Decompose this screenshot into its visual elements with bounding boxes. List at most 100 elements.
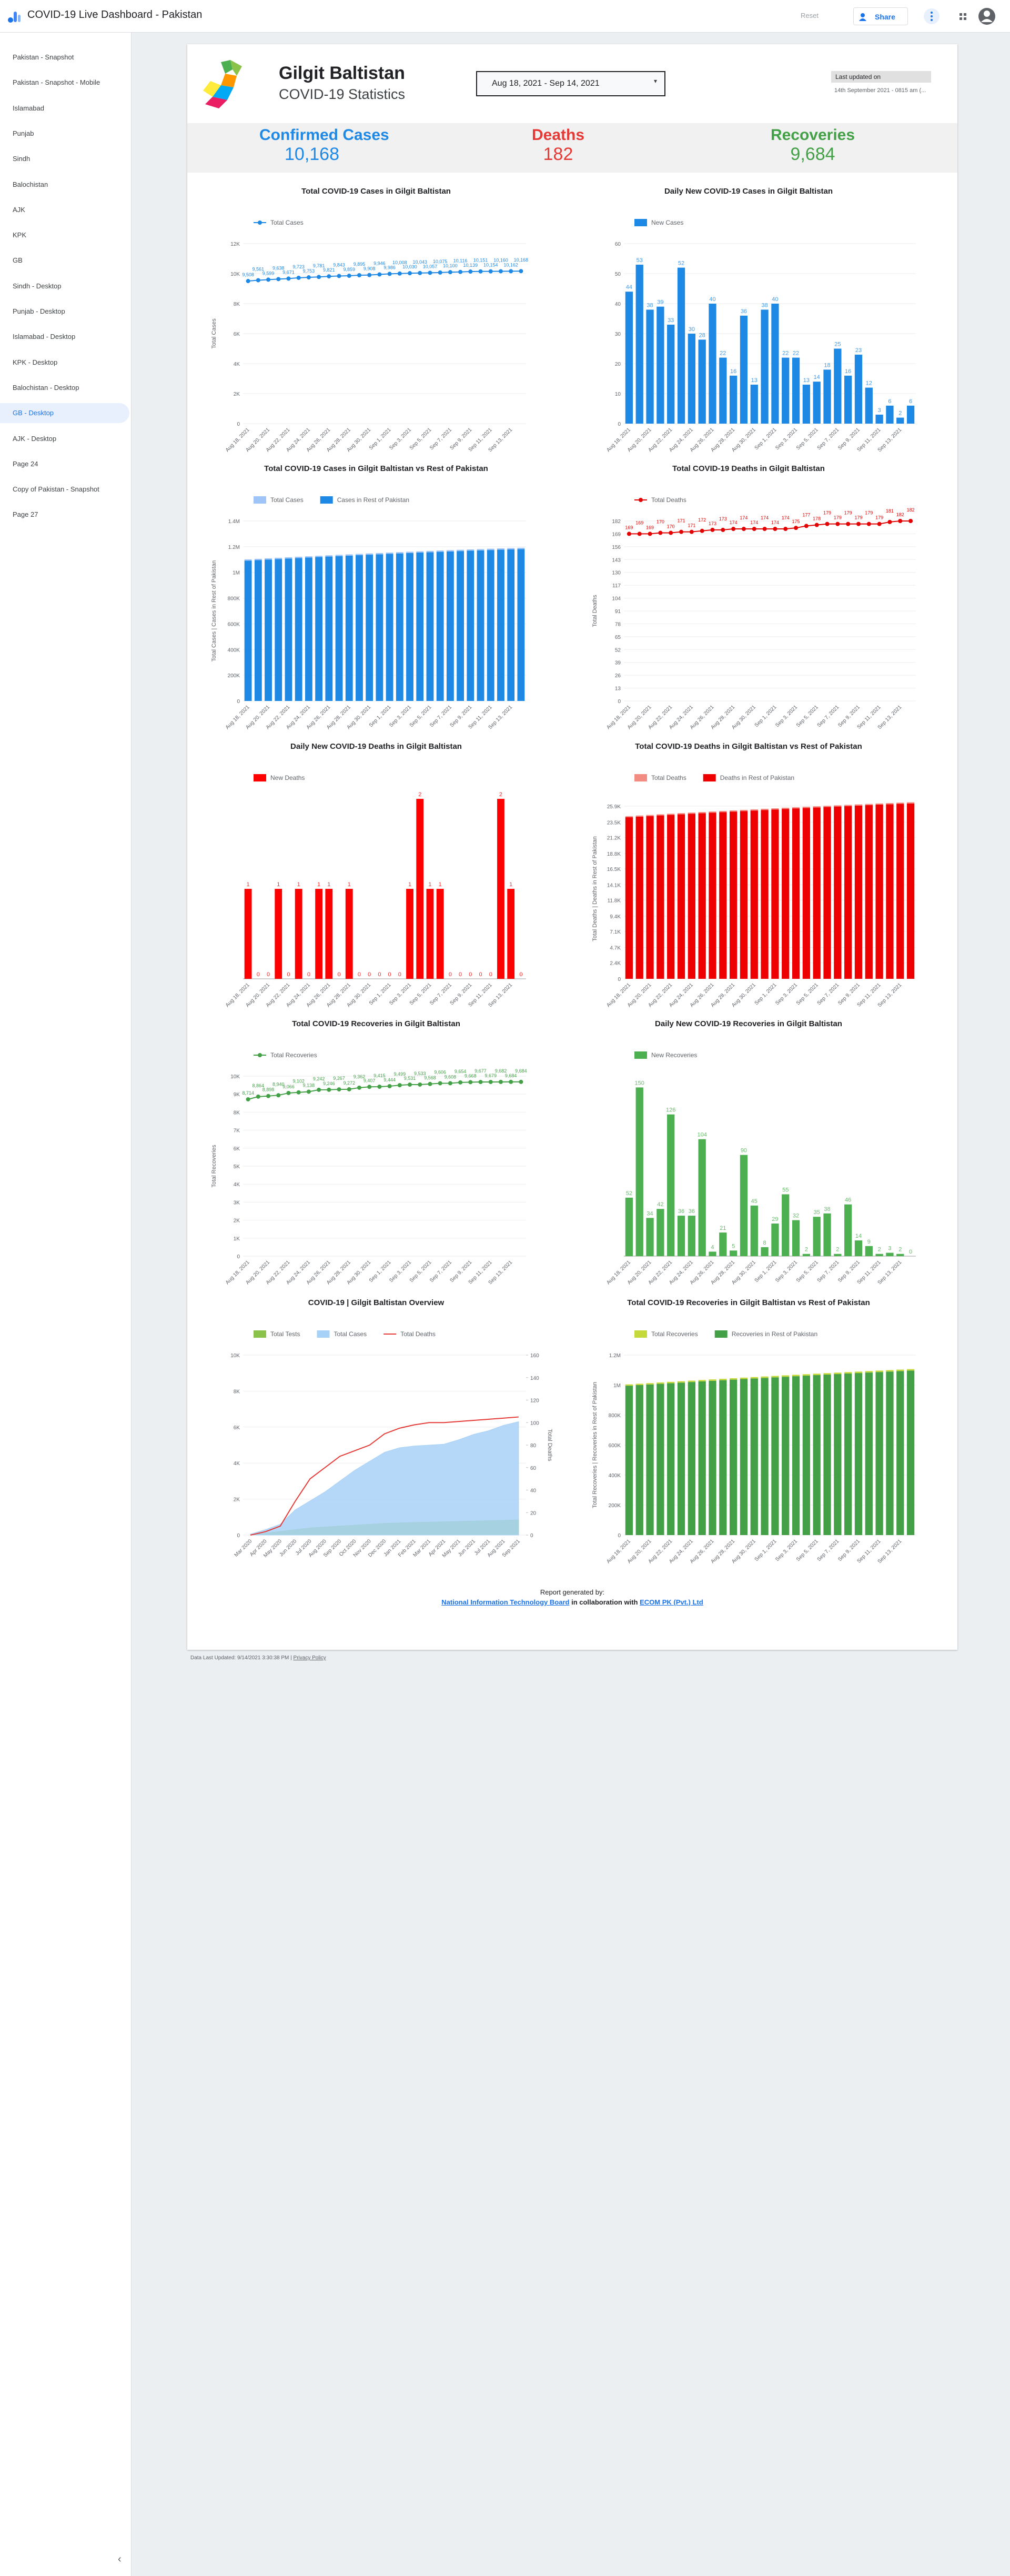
- bar: [792, 1376, 800, 1535]
- nav-item[interactable]: Balochistan: [13, 180, 48, 188]
- bar: [865, 805, 873, 979]
- nav-item[interactable]: Punjab: [13, 129, 34, 137]
- nav-item[interactable]: KPK: [13, 231, 27, 239]
- nav-item[interactable]: AJK: [13, 205, 25, 214]
- bar: [719, 811, 727, 813]
- bar: [865, 1246, 873, 1256]
- y-tick-label: 0: [618, 977, 621, 983]
- nav-item[interactable]: Pakistan - Snapshot - Mobile: [13, 78, 100, 87]
- bar: [244, 560, 252, 701]
- data-label: 39: [657, 299, 663, 306]
- bar: [719, 357, 727, 424]
- nav-item[interactable]: Sindh - Desktop: [13, 282, 62, 290]
- data-label: 9,781: [313, 263, 325, 268]
- nav-item[interactable]: GB - Desktop: [0, 403, 129, 424]
- y-tick-label: 1.2M: [228, 545, 240, 550]
- bar: [688, 1382, 695, 1535]
- partner-link[interactable]: ECOM PK (Pvt.) Ltd: [640, 1598, 703, 1606]
- bar: [295, 558, 302, 701]
- bar: [740, 315, 748, 424]
- nav-item[interactable]: Islamabad - Desktop: [13, 333, 76, 341]
- bar: [254, 560, 262, 701]
- bar: [709, 1380, 716, 1535]
- legend-label: New Cases: [651, 219, 683, 226]
- line: [250, 1416, 519, 1536]
- point: [347, 1087, 351, 1091]
- y-tick-label: 600K: [228, 622, 240, 627]
- bar: [750, 810, 758, 979]
- point: [317, 275, 321, 279]
- reset-button[interactable]: Reset: [801, 12, 819, 19]
- legend-swatch: [703, 774, 716, 781]
- nav-item[interactable]: Copy of Pakistan - Snapshot: [13, 485, 99, 494]
- y-tick-label: 4K: [234, 1182, 240, 1188]
- legend-label: Recoveries in Rest of Pakistan: [732, 1330, 817, 1338]
- bar: [813, 1374, 821, 1376]
- chart: Daily New COVID-19 Deaths in Gilgit Balt…: [225, 742, 526, 1008]
- toolbar-icons[interactable]: [924, 6, 1008, 27]
- data-label: 22: [782, 350, 789, 357]
- data-label: 177: [802, 512, 810, 517]
- legend-swatch: [714, 1330, 728, 1338]
- y-tick-label: 21.2K: [607, 835, 621, 841]
- point: [337, 1087, 341, 1092]
- bar: [698, 1139, 706, 1256]
- bar: [886, 1252, 894, 1256]
- y-tick-label: 3K: [234, 1200, 240, 1206]
- data-label: 22: [793, 350, 799, 357]
- collapse-button[interactable]: ‹: [118, 2553, 122, 2565]
- y-tick-label: 40: [615, 302, 621, 307]
- nav-item[interactable]: Page 24: [13, 459, 38, 468]
- nav-item[interactable]: Punjab - Desktop: [13, 307, 65, 315]
- data-label: 30: [689, 326, 695, 333]
- nav-item[interactable]: AJK - Desktop: [13, 434, 57, 443]
- y-tick-label: 1K: [234, 1236, 240, 1242]
- y-tick-label: 8K: [234, 302, 240, 307]
- y-tick-label: 8K: [234, 1110, 240, 1116]
- data-label: 9,533: [414, 1071, 426, 1076]
- y-tick-label: 130: [612, 570, 621, 576]
- data-label: 42: [657, 1201, 663, 1208]
- data-label: 174: [730, 520, 738, 525]
- y2-tick-label: 20: [530, 1510, 537, 1516]
- data-label: 10,168: [514, 257, 529, 263]
- org-link[interactable]: National Information Technology Board: [441, 1598, 570, 1606]
- nav-item[interactable]: Sindh: [13, 155, 31, 163]
- nav-item[interactable]: Islamabad: [13, 104, 44, 112]
- bar: [497, 799, 504, 979]
- nav-item[interactable]: Pakistan - Snapshot: [13, 53, 74, 61]
- data-label: 52: [678, 260, 684, 267]
- bar: [792, 1375, 800, 1377]
- privacy-link[interactable]: Privacy Policy: [293, 1655, 326, 1661]
- share-button[interactable]: Share: [853, 7, 908, 25]
- nav-item[interactable]: KPK - Desktop: [13, 358, 58, 366]
- bar: [834, 1374, 842, 1535]
- y-tick-label: 0: [237, 699, 240, 705]
- bar: [497, 548, 504, 550]
- date-range-picker[interactable]: Aug 18, 2021 - Sep 14, 2021 ▾: [476, 71, 665, 96]
- point: [762, 527, 767, 532]
- point: [347, 274, 351, 278]
- point: [306, 275, 311, 280]
- legend-swatch: [639, 498, 643, 502]
- stat-label: Deaths: [531, 126, 585, 144]
- nav-item[interactable]: GB: [13, 256, 23, 265]
- bar: [750, 1205, 758, 1256]
- bar: [906, 1369, 915, 1371]
- bar: [667, 1381, 675, 1384]
- data-label: 9,599: [262, 270, 275, 276]
- nav-item[interactable]: Balochistan - Desktop: [13, 383, 79, 392]
- y-tick-label: 200K: [228, 673, 240, 679]
- y2-tick-label: 100: [530, 1420, 539, 1426]
- point: [509, 1079, 513, 1084]
- bar: [854, 804, 863, 806]
- y2-axis-label: Total Deaths: [547, 1429, 553, 1461]
- data-label: 10,154: [483, 263, 498, 268]
- nav-item[interactable]: Page 27: [13, 510, 38, 519]
- bar: [487, 550, 494, 701]
- bar: [625, 1386, 633, 1535]
- bar: [729, 811, 738, 979]
- data-label: 181: [886, 508, 894, 514]
- point: [256, 278, 260, 283]
